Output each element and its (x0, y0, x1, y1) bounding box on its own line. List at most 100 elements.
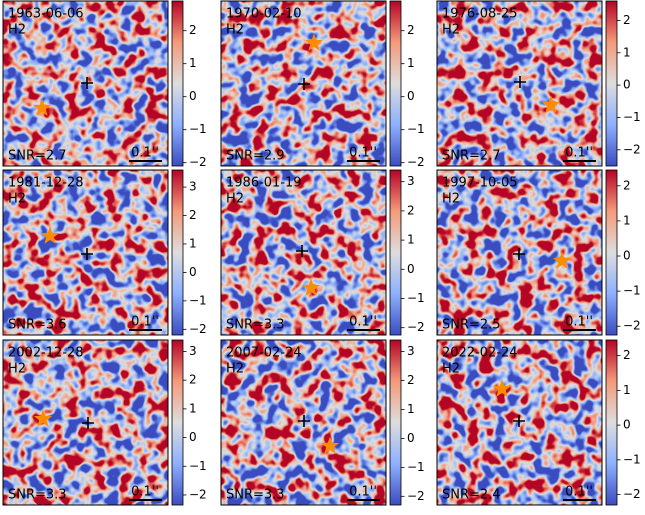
companion-star (305, 33, 323, 51)
snr-label: SNR=3.3 (226, 488, 285, 503)
panel-frame (436, 169, 603, 336)
snr-label: SNR=3.3 (8, 488, 67, 503)
colorbar-tick-label: 2 (189, 23, 197, 37)
colorbar-tick-label: 1 (407, 56, 415, 70)
colorbar-tick-label: 2 (407, 373, 415, 387)
colorbar-tick-label: −2 (623, 319, 641, 333)
colorbar-tick-label: 3 (407, 344, 415, 358)
date-label: 1981-12-28 (8, 176, 84, 191)
colorbar-tick-label: 2 (407, 203, 415, 217)
colorbar (605, 339, 618, 506)
band-label: H2 (226, 192, 244, 207)
colorbar (171, 0, 184, 167)
panel-frame (436, 339, 603, 506)
colorbar-tick-label: −1 (407, 122, 425, 136)
colorbar-tick-label: −2 (189, 487, 207, 501)
scale-bar-label: 0.1'' (349, 146, 377, 161)
colorbar-tick-label: 2 (623, 13, 631, 27)
panel-frame (220, 169, 387, 336)
colorbar-tick-label: −1 (189, 122, 207, 136)
date-label: 1976-08-25 (442, 7, 518, 22)
scale-bar-label: 0.1'' (565, 315, 593, 330)
scale-bar-label: 0.1'' (131, 315, 159, 330)
band-label: H2 (442, 23, 460, 38)
colorbar-tick-label: −2 (407, 320, 425, 334)
colorbar (171, 169, 184, 336)
colorbar-tick-label: 1 (407, 402, 415, 416)
colorbar (171, 339, 184, 506)
colorbar-tick-label: −1 (189, 293, 207, 307)
colorbar-tick-label: 2 (407, 23, 415, 37)
scale-bar-label: 0.1'' (565, 146, 593, 161)
colorbar-tick-label: 0 (407, 431, 415, 445)
center-cross (298, 415, 310, 427)
colorbar-tick-label: 0 (407, 89, 415, 103)
colorbar-tick-label: 0 (189, 430, 197, 444)
band-label: H2 (8, 23, 26, 38)
center-cross (82, 417, 94, 429)
snr-label: SNR=2.7 (442, 149, 501, 164)
scale-bar-label: 0.1'' (131, 146, 159, 161)
band-label: H2 (8, 192, 26, 207)
band-label: H2 (442, 192, 460, 207)
snr-label: SNR=2.7 (8, 149, 67, 164)
center-cross (513, 248, 525, 260)
snr-label: SNR=3.3 (226, 318, 285, 333)
panel-frame (220, 339, 387, 506)
colorbar (605, 0, 618, 167)
colorbar-tick-label: −2 (189, 155, 207, 169)
colorbar-tick-label: 1 (623, 213, 631, 227)
companion-star (34, 409, 52, 427)
center-cross (513, 415, 525, 427)
colorbar-tick-label: 2 (189, 208, 197, 222)
colorbar-tick-label: 1 (189, 56, 197, 70)
companion-star (321, 436, 339, 454)
center-cross (298, 78, 310, 90)
colorbar (389, 0, 402, 167)
date-label: 1963-06-06 (8, 7, 84, 22)
companion-star (302, 278, 320, 296)
panel-frame (436, 0, 603, 167)
colorbar-tick-label: 0 (189, 89, 197, 103)
snr-label: SNR=2.4 (442, 488, 501, 503)
colorbar (389, 169, 402, 336)
scale-bar-label: 0.1'' (349, 485, 377, 500)
colorbar (605, 169, 618, 336)
companion-star (33, 98, 51, 116)
colorbar-tick-label: 2 (189, 373, 197, 387)
colorbar (389, 339, 402, 506)
center-cross (296, 245, 308, 257)
scale-bar-label: 0.1'' (565, 485, 593, 500)
snr-label: SNR=3.6 (8, 318, 67, 333)
snr-map (221, 170, 386, 335)
scale-bar-label: 0.1'' (131, 485, 159, 500)
date-label: 2022-02-24 (442, 346, 518, 361)
colorbar-tick-label: −1 (189, 459, 207, 473)
colorbar-tick-label: 0 (407, 262, 415, 276)
panel-frame (2, 0, 169, 167)
date-label: 2007-02-24 (226, 346, 302, 361)
panel-frame (2, 169, 169, 336)
panel-frame (2, 339, 169, 506)
colorbar-tick-label: 1 (623, 383, 631, 397)
colorbar-tick-label: −1 (407, 291, 425, 305)
colorbar-tick-label: 3 (189, 344, 197, 358)
colorbar-tick-label: 3 (189, 180, 197, 194)
snr-map (3, 170, 168, 335)
colorbar-tick-label: −2 (623, 142, 641, 156)
date-label: 2002-12-28 (8, 346, 84, 361)
colorbar-tick-label: −2 (189, 322, 207, 336)
colorbar-tick-label: −1 (623, 284, 641, 298)
center-cross (81, 77, 93, 89)
companion-star (542, 95, 560, 113)
date-label: 1970-02-10 (226, 7, 302, 22)
